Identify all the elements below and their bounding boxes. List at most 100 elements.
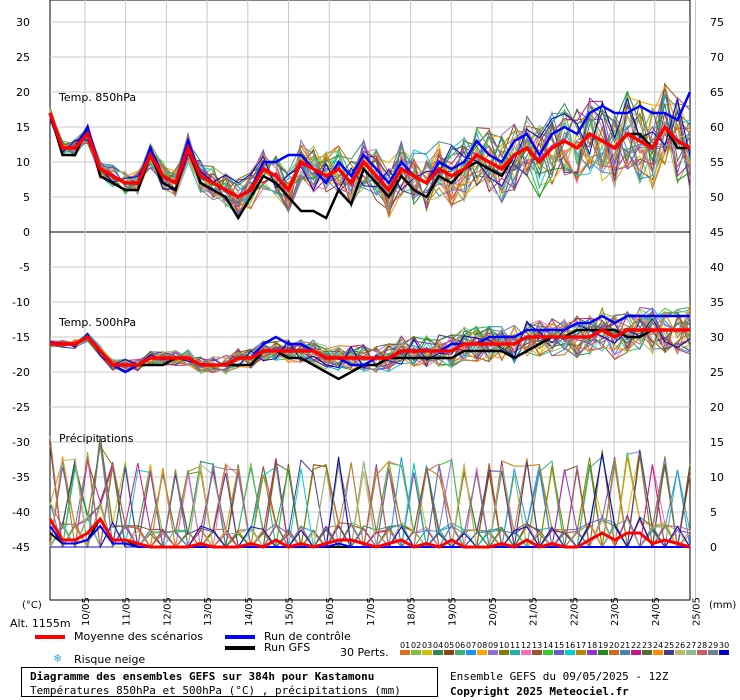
pert-number-label: 17 bbox=[576, 641, 586, 650]
pert-number-label: 08 bbox=[477, 641, 487, 650]
left-tick-label: 0 bbox=[23, 226, 30, 239]
pert-color-swatch bbox=[620, 650, 630, 655]
right-tick-label: 45 bbox=[710, 226, 724, 239]
pert-color-swatch bbox=[499, 650, 509, 655]
member-line-t500 bbox=[49, 309, 691, 375]
pert-color-swatch bbox=[631, 650, 641, 655]
right-tick-label: 20 bbox=[710, 401, 724, 414]
date-label: 24/05 bbox=[651, 597, 662, 626]
left-tick-label: -15 bbox=[12, 331, 30, 344]
pert-color-swatch bbox=[554, 650, 564, 655]
date-label: 15/05 bbox=[285, 597, 296, 626]
left-tick-label: 30 bbox=[16, 16, 30, 29]
pert-number-label: 27 bbox=[686, 641, 696, 650]
pert-color-swatch bbox=[609, 650, 619, 655]
pert-color-swatch bbox=[686, 650, 696, 655]
date-label: 21/05 bbox=[529, 597, 540, 626]
pert-color-swatch bbox=[565, 650, 575, 655]
pert-number-label: 23 bbox=[642, 641, 652, 650]
date-label: 12/05 bbox=[162, 597, 173, 626]
pert-number-label: 21 bbox=[620, 641, 630, 650]
date-label: 23/05 bbox=[610, 597, 621, 626]
right-tick-label: 5 bbox=[710, 506, 717, 519]
title-box: Diagramme des ensembles GEFS sur 384h po… bbox=[21, 667, 438, 697]
pert-color-swatch bbox=[719, 650, 729, 655]
legend-gfs-swatch bbox=[225, 646, 255, 650]
date-label: 20/05 bbox=[488, 597, 499, 626]
pert-color-swatch bbox=[543, 650, 553, 655]
pert-number-label: 20 bbox=[609, 641, 619, 650]
right-tick-label: 55 bbox=[710, 156, 724, 169]
pert-color-swatch bbox=[466, 650, 476, 655]
right-tick-label: 40 bbox=[710, 261, 724, 274]
date-label: 16/05 bbox=[325, 597, 336, 626]
left-tick-label: 15 bbox=[16, 121, 30, 134]
gfs-line-t500 bbox=[50, 328, 690, 381]
pert-number-label: 04 bbox=[433, 641, 443, 650]
chart-title: Diagramme des ensembles GEFS sur 384h po… bbox=[30, 670, 375, 683]
pert-color-swatch bbox=[488, 650, 498, 655]
right-tick-label: 60 bbox=[710, 121, 724, 134]
pert-number-label: 22 bbox=[631, 641, 641, 650]
pert-number-label: 25 bbox=[664, 641, 674, 650]
right-tick-label: 50 bbox=[710, 191, 724, 204]
panel-label-t850: Temp. 850hPa bbox=[58, 91, 136, 104]
left-tick-label: 25 bbox=[16, 51, 30, 64]
pert-number-label: 06 bbox=[455, 641, 465, 650]
date-label: 19/05 bbox=[447, 597, 458, 626]
left-tick-label: -40 bbox=[12, 506, 30, 519]
legend-gfs-label: Run GFS bbox=[264, 641, 311, 654]
right-tick-label: 0 bbox=[710, 541, 717, 554]
member-line-t850 bbox=[49, 112, 691, 206]
pert-color-swatch bbox=[642, 650, 652, 655]
left-tick-label: -45 bbox=[12, 541, 30, 554]
pert-color-swatch bbox=[455, 650, 465, 655]
pert-number-label: 09 bbox=[488, 641, 498, 650]
date-label: 25/05 bbox=[692, 597, 703, 626]
mean-line-t500 bbox=[50, 327, 690, 367]
left-tick-label: 20 bbox=[16, 86, 30, 99]
pert-number-label: 14 bbox=[543, 641, 553, 650]
pert-color-swatch bbox=[653, 650, 663, 655]
right-tick-label: 35 bbox=[710, 296, 724, 309]
pert-number-label: 02 bbox=[411, 641, 421, 650]
legend-control-label: Run de contrôle bbox=[264, 630, 351, 643]
left-tick-label: 10 bbox=[16, 156, 30, 169]
pert-color-swatch bbox=[697, 650, 707, 655]
pert-number-label: 11 bbox=[510, 641, 520, 650]
date-label: 18/05 bbox=[407, 597, 418, 626]
pert-number-label: 26 bbox=[675, 641, 685, 650]
pert-color-swatch bbox=[708, 650, 718, 655]
pert-color-swatch bbox=[422, 650, 432, 655]
left-tick-label: -35 bbox=[12, 471, 30, 484]
right-tick-label: 25 bbox=[710, 366, 724, 379]
pert-color-swatch bbox=[433, 650, 443, 655]
mean-line-precip bbox=[48, 516, 691, 549]
altitude-label: Alt. 1155m bbox=[10, 617, 71, 630]
pert-number-label: 01 bbox=[400, 641, 410, 650]
pert-number-label: 13 bbox=[532, 641, 542, 650]
chart-subtitle: Températures 850hPa et 500hPa (°C) , pré… bbox=[30, 684, 401, 697]
left-tick-label: 5 bbox=[23, 191, 30, 204]
pert-number-label: 12 bbox=[521, 641, 531, 650]
copyright: Copyright 2025 Meteociel.fr bbox=[450, 685, 629, 698]
pert-number-label: 10 bbox=[499, 641, 509, 650]
pert-color-swatch bbox=[400, 650, 410, 655]
right-tick-label: 70 bbox=[710, 51, 724, 64]
pert-number-label: 18 bbox=[587, 641, 597, 650]
right-tick-label: 75 bbox=[710, 16, 724, 29]
pert-color-swatch bbox=[510, 650, 520, 655]
right-tick-label: 30 bbox=[710, 331, 724, 344]
date-label: 13/05 bbox=[203, 597, 214, 626]
right-tick-label: 65 bbox=[710, 86, 724, 99]
pert-number-label: 28 bbox=[697, 641, 707, 650]
right-tick-label: 10 bbox=[710, 471, 724, 484]
legend-perts-label: 30 Perts. bbox=[340, 646, 389, 659]
pert-number-label: 15 bbox=[554, 641, 564, 650]
left-tick-label: -25 bbox=[12, 401, 30, 414]
snowflake-icon: ❄ bbox=[54, 651, 62, 665]
left-tick-label: -5 bbox=[19, 261, 30, 274]
pert-number-label: 07 bbox=[466, 641, 476, 650]
